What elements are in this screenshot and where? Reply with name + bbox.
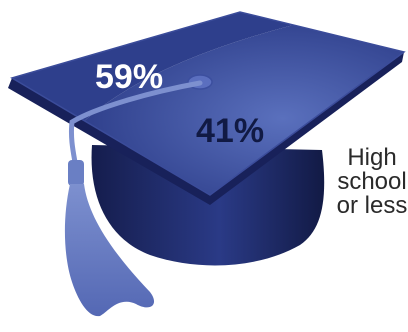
pie-slice-59 — [12, 12, 294, 121]
tassel-knot — [68, 160, 84, 186]
board-outline — [10, 11, 406, 196]
education-level-label: High school or less — [336, 146, 408, 218]
side-label-line-2: school — [337, 168, 407, 195]
side-label-line-3: or less — [336, 192, 408, 219]
side-label-line-1: High — [347, 144, 397, 171]
slice-label-59: 59% — [95, 58, 163, 96]
slice-label-41: 41% — [196, 112, 264, 150]
board-edge — [8, 52, 404, 205]
tassel-fringe — [64, 184, 155, 317]
tassel-cord — [69, 80, 203, 171]
pie-slice-41 — [84, 24, 404, 196]
cap-body — [91, 145, 325, 266]
